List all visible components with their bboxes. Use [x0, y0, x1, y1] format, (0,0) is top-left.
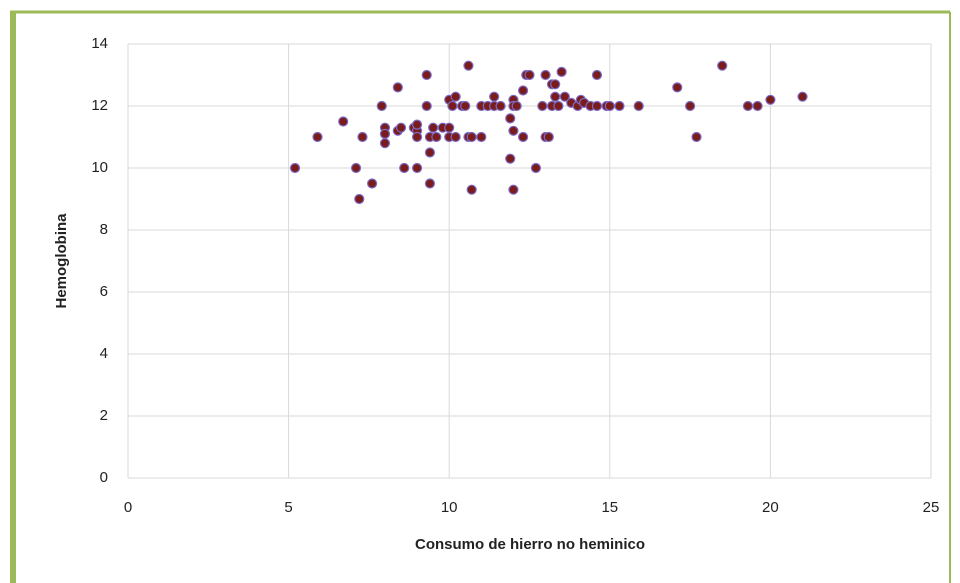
- point: [517, 131, 529, 143]
- point: [765, 94, 776, 105]
- point: [354, 193, 365, 205]
- y-tick-label: 8: [100, 221, 108, 238]
- point: [411, 131, 423, 143]
- point: [424, 178, 436, 189]
- point: [421, 69, 432, 81]
- point: [466, 131, 477, 143]
- x-tick-label: 25: [923, 499, 940, 516]
- point: [691, 131, 702, 143]
- point: [450, 131, 461, 143]
- point: [591, 69, 603, 81]
- y-tick-label: 12: [91, 97, 108, 114]
- point: [379, 138, 391, 149]
- point: [550, 91, 561, 102]
- point: [508, 125, 519, 136]
- point: [289, 162, 301, 174]
- point: [357, 131, 368, 143]
- x-tick-label: 15: [601, 499, 618, 516]
- point: [367, 178, 378, 189]
- point: [444, 122, 455, 133]
- point: [399, 162, 410, 174]
- point: [537, 100, 548, 112]
- y-tick-label: 10: [91, 159, 108, 176]
- point: [428, 122, 439, 133]
- point: [466, 184, 477, 195]
- point: [463, 60, 474, 71]
- point: [424, 147, 436, 158]
- point: [476, 131, 487, 143]
- point: [411, 119, 423, 130]
- point: [684, 100, 696, 112]
- point: [540, 69, 551, 81]
- point: [379, 128, 391, 139]
- point: [508, 184, 519, 195]
- point: [672, 82, 683, 93]
- x-tick-label: 20: [762, 499, 779, 516]
- point: [421, 100, 432, 112]
- point: [338, 116, 349, 127]
- point: [392, 82, 403, 93]
- point: [460, 100, 471, 112]
- point: [553, 100, 564, 112]
- y-axis-label: Hemoglobina: [53, 213, 70, 309]
- point: [505, 153, 516, 164]
- point: [559, 91, 570, 102]
- point: [447, 100, 458, 112]
- point: [376, 100, 387, 112]
- point: [550, 79, 561, 90]
- y-tick-label: 2: [100, 407, 108, 424]
- point: [411, 162, 423, 174]
- point: [395, 122, 407, 133]
- y-tick-label: 0: [100, 469, 108, 486]
- point: [505, 113, 516, 124]
- point: [530, 162, 542, 174]
- point: [511, 100, 522, 112]
- point: [543, 131, 554, 143]
- x-axis-label: Consumo de hierro no heminico: [415, 536, 645, 553]
- point: [517, 85, 529, 96]
- point: [450, 91, 461, 102]
- point: [742, 100, 754, 112]
- point: [717, 60, 728, 71]
- x-tick-label: 0: [124, 499, 132, 516]
- point: [591, 100, 603, 112]
- y-tick-label: 4: [100, 345, 108, 362]
- x-tick-label: 10: [441, 499, 458, 516]
- point: [489, 91, 500, 102]
- point: [604, 100, 615, 112]
- y-tick-label: 6: [100, 283, 108, 300]
- point: [752, 100, 763, 112]
- point: [350, 162, 362, 174]
- point: [556, 66, 567, 78]
- y-tick-label: 14: [91, 35, 108, 52]
- x-tick-label: 5: [284, 499, 292, 516]
- point: [524, 69, 535, 81]
- point: [431, 131, 442, 143]
- point: [797, 91, 808, 102]
- point: [495, 100, 506, 112]
- point: [614, 100, 625, 112]
- point: [633, 100, 644, 112]
- point: [312, 131, 323, 143]
